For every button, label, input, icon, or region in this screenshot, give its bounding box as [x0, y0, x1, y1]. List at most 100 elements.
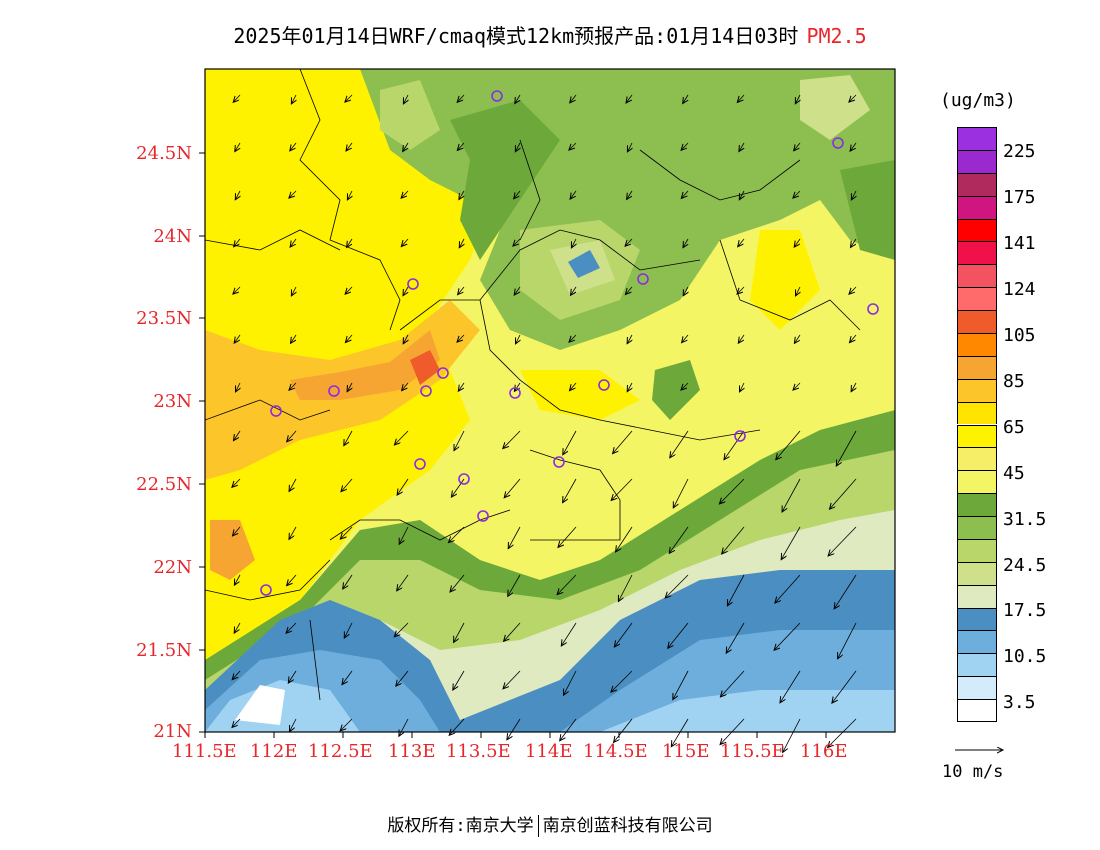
- wind-arrow: [233, 94, 241, 102]
- lat-label: 22.5N: [136, 474, 192, 495]
- station-marker: [260, 584, 272, 596]
- colorbar-swatch: [957, 172, 997, 196]
- wind-arrow: [775, 574, 801, 603]
- lon-label: 115.5E: [720, 741, 785, 762]
- wind-arrow: [557, 574, 577, 595]
- wind-arrow: [458, 382, 465, 391]
- wind-arrow: [832, 670, 857, 703]
- station-marker: [270, 405, 282, 417]
- lon-label: 113E: [388, 741, 436, 762]
- wind-arrow: [457, 142, 465, 150]
- wind-arrow: [399, 526, 409, 544]
- wind-arrow: [571, 238, 576, 248]
- wind-arrow: [625, 286, 633, 295]
- wind-arrow: [793, 190, 801, 198]
- wind-arrow: [288, 670, 297, 683]
- station-marker: [420, 385, 432, 397]
- wind-arrow: [738, 334, 745, 343]
- wind-arrow: [458, 286, 465, 295]
- wind-arrow: [449, 526, 465, 543]
- wind-arrow: [618, 574, 633, 602]
- colorbar-swatch: [957, 699, 997, 722]
- wind-arrow: [451, 478, 465, 497]
- chart-title: 2025年01月14日WRF/cmaq模式12km预报产品:01月14日03时 P…: [0, 20, 1100, 49]
- wind-arrow: [774, 622, 801, 650]
- wind-arrow: [450, 574, 465, 592]
- wind-arrow: [625, 238, 633, 246]
- wind-arrow: [343, 574, 353, 589]
- wind-arrow: [794, 334, 801, 343]
- wind-arrow: [345, 94, 353, 102]
- wind-arrow: [740, 382, 745, 392]
- wind-arrow: [402, 382, 409, 391]
- wind-arrow: [235, 142, 240, 152]
- wind-arrow: [232, 718, 241, 727]
- wind-arrow: [236, 382, 241, 392]
- wind-arrow: [611, 478, 633, 500]
- wind-arrow: [781, 526, 801, 560]
- wind-arrow: [569, 334, 577, 342]
- wind-arrow: [341, 478, 353, 492]
- wind-arrow: [514, 190, 521, 199]
- colorbar-label: 225: [1003, 141, 1036, 162]
- colorbar-label: 175: [1003, 187, 1036, 208]
- station-marker: [458, 473, 470, 485]
- wind-arrow: [289, 526, 297, 539]
- band-green-east-spot: [652, 360, 700, 420]
- wind-arrow: [401, 238, 409, 247]
- colorbar-swatch: [957, 561, 997, 585]
- station-marker: [414, 458, 426, 470]
- colorbar-swatch: [957, 493, 997, 517]
- station-marker: [832, 137, 844, 149]
- wind-arrow: [515, 94, 520, 104]
- wind-arrow: [459, 190, 464, 200]
- wind-arrow: [457, 334, 465, 342]
- wind-arrow: [504, 478, 521, 498]
- footer-separator: [537, 815, 539, 837]
- wind-arrow: [514, 382, 521, 391]
- wind-arrow: [668, 622, 689, 648]
- wind-arrow: [347, 190, 352, 200]
- wind-arrow: [830, 478, 857, 509]
- station-marker: [553, 456, 565, 468]
- wind-arrow: [515, 142, 520, 152]
- band-darkorange-west: [290, 330, 440, 400]
- wind-arrow: [669, 526, 689, 553]
- colorbar-swatch: [957, 676, 997, 700]
- colorbar-swatch: [957, 149, 997, 173]
- wind-arrow: [682, 334, 689, 343]
- wind-arrow: [626, 94, 633, 103]
- wind-arrow: [724, 430, 745, 460]
- band-sea-white: [235, 685, 285, 725]
- wind-arrow: [287, 430, 297, 442]
- station-marker: [734, 430, 746, 442]
- wind-arrow: [850, 334, 857, 343]
- wind-arrow: [850, 142, 857, 151]
- colorbar-swatch: [957, 653, 997, 677]
- wind-arrow: [403, 286, 408, 296]
- wind-arrow: [681, 382, 689, 390]
- wind-arrow: [286, 622, 297, 633]
- wind-arrow: [340, 526, 353, 539]
- wind-arrow: [665, 574, 689, 598]
- station-marker: [477, 510, 489, 522]
- wind-arrow: [235, 190, 240, 200]
- wind-arrow: [563, 478, 577, 503]
- wind-arrow: [794, 142, 801, 151]
- wind-arrow: [851, 190, 856, 200]
- colorbar-swatch: [957, 241, 997, 265]
- wind-arrow: [782, 478, 801, 512]
- station-marker: [437, 367, 449, 379]
- lon-label: 116E: [800, 741, 848, 762]
- wind-arrow: [397, 478, 409, 495]
- wind-arrow: [627, 142, 632, 152]
- colorbar-swatch: [957, 287, 997, 311]
- wind-arrow: [849, 286, 857, 294]
- colorbar-label: 124: [1003, 279, 1036, 300]
- colorbar-swatch: [957, 516, 997, 539]
- wind-arrow: [344, 430, 353, 446]
- colorbar-swatch: [957, 584, 997, 608]
- colorbar-swatch: [957, 378, 997, 402]
- wind-arrow: [828, 718, 857, 747]
- wind-arrow: [627, 334, 632, 344]
